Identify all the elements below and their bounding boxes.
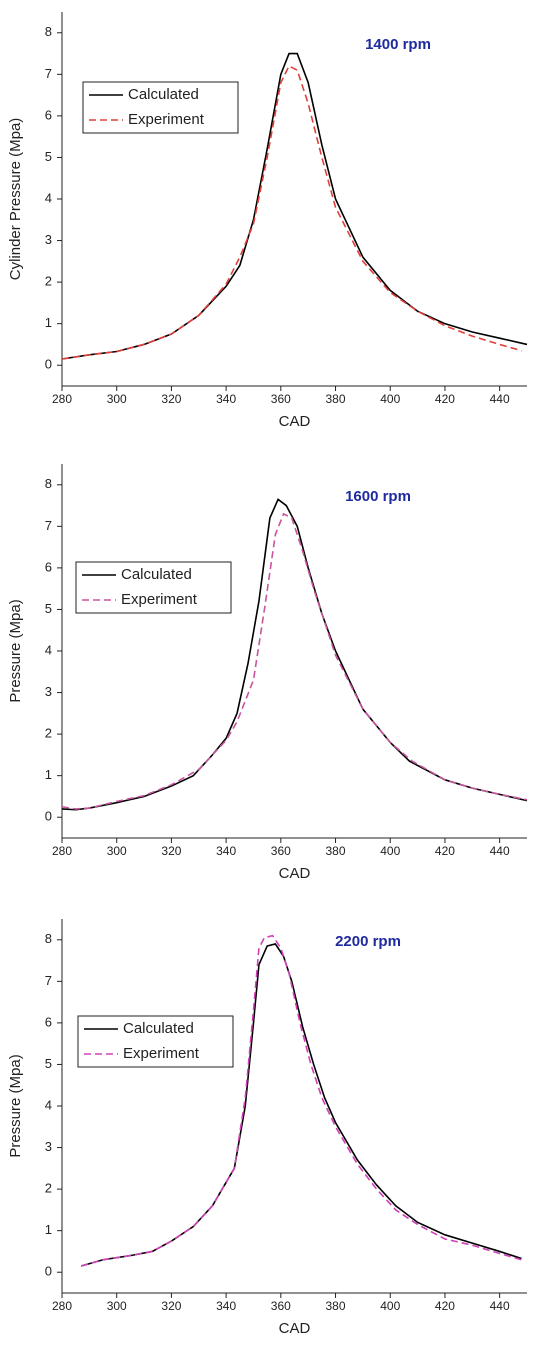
legend-label: Calculated: [121, 566, 192, 583]
x-tick-label: 280: [52, 392, 72, 406]
x-tick-label: 320: [161, 844, 181, 858]
series-line: [80, 934, 522, 1267]
series-line: [61, 512, 528, 810]
y-tick-label: 5: [45, 601, 52, 616]
x-tick-label: 320: [161, 1299, 181, 1313]
legend-label: Experiment: [123, 1045, 200, 1062]
y-tick-label: 6: [45, 1014, 52, 1029]
y-axis-label: Pressure (Mpa): [7, 1054, 24, 1157]
y-axis-label: Pressure (Mpa): [7, 599, 24, 702]
legend-box: [77, 1015, 234, 1068]
x-tick-label: 300: [107, 1299, 127, 1313]
y-tick-label: 3: [45, 684, 52, 699]
x-tick-label: 380: [326, 844, 346, 858]
legend-label: Calculated: [128, 86, 199, 103]
x-tick-label: 440: [490, 392, 510, 406]
y-tick-label: 4: [45, 642, 52, 657]
y-tick-label: 3: [45, 232, 52, 247]
x-tick-label: 340: [216, 1299, 236, 1313]
y-tick-label: 5: [45, 1056, 52, 1071]
x-axis-label: CAD: [279, 1320, 311, 1337]
x-tick-label: 400: [380, 1299, 400, 1313]
x-tick-label: 400: [380, 844, 400, 858]
x-tick-label: 360: [271, 844, 291, 858]
x-tick-label: 420: [435, 844, 455, 858]
annotation: 1400 rpm: [365, 36, 431, 53]
y-tick-label: 4: [45, 190, 52, 205]
x-axis-label: CAD: [279, 865, 311, 882]
x-tick-label: 440: [490, 1299, 510, 1313]
y-tick-label: 1: [45, 767, 52, 782]
x-tick-label: 320: [161, 392, 181, 406]
y-tick-label: 0: [45, 1264, 52, 1279]
legend-box: [75, 561, 232, 614]
y-tick-label: 7: [45, 973, 52, 988]
x-tick-label: 340: [216, 392, 236, 406]
x-tick-label: 300: [107, 844, 127, 858]
y-tick-label: 7: [45, 66, 52, 81]
x-tick-label: 340: [216, 844, 236, 858]
x-tick-label: 380: [326, 1299, 346, 1313]
x-tick-label: 400: [380, 392, 400, 406]
legend-box: [82, 81, 239, 134]
y-tick-label: 2: [45, 274, 52, 289]
y-tick-label: 8: [45, 476, 52, 491]
y-tick-label: 5: [45, 149, 52, 164]
y-tick-label: 1: [45, 1222, 52, 1237]
x-tick-label: 420: [435, 1299, 455, 1313]
series-line: [80, 943, 522, 1267]
x-tick-label: 300: [107, 392, 127, 406]
x-tick-label: 380: [326, 392, 346, 406]
legend-label: Calculated: [123, 1020, 194, 1037]
y-tick-label: 4: [45, 1097, 52, 1112]
annotation: 2200 rpm: [335, 933, 401, 950]
x-tick-label: 420: [435, 392, 455, 406]
y-axis-label: Cylinder Pressure (Mpa): [7, 118, 24, 281]
series-line: [61, 498, 528, 811]
y-tick-label: 8: [45, 931, 52, 946]
x-tick-label: 360: [271, 392, 291, 406]
legend-label: Experiment: [128, 111, 205, 128]
y-tick-label: 0: [45, 357, 52, 372]
y-tick-label: 2: [45, 1181, 52, 1196]
y-tick-label: 0: [45, 809, 52, 824]
y-tick-label: 6: [45, 559, 52, 574]
y-tick-label: 7: [45, 518, 52, 533]
x-tick-label: 440: [490, 844, 510, 858]
y-tick-label: 8: [45, 24, 52, 39]
annotation: 1600 rpm: [345, 488, 411, 505]
series-line: [61, 64, 522, 360]
y-tick-label: 1: [45, 315, 52, 330]
y-tick-label: 2: [45, 726, 52, 741]
x-tick-label: 280: [52, 1299, 72, 1313]
x-tick-label: 280: [52, 844, 72, 858]
y-tick-label: 6: [45, 107, 52, 122]
x-axis-label: CAD: [279, 413, 311, 430]
legend-label: Experiment: [121, 591, 198, 608]
x-tick-label: 360: [271, 1299, 291, 1313]
y-tick-label: 3: [45, 1139, 52, 1154]
